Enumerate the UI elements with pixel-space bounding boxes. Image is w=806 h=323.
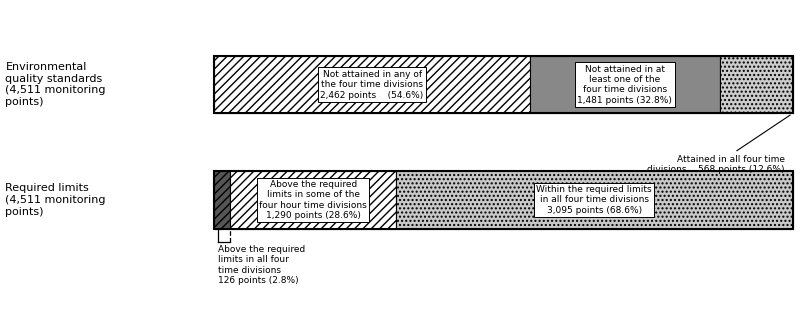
Bar — [231, 171, 396, 229]
Text: Above the required
limits in all four
time divisions
126 points (2.8%): Above the required limits in all four ti… — [218, 245, 305, 285]
Text: Above the required
limits in some of the
four hour time divisions
1,290 points (: Above the required limits in some of the… — [260, 180, 367, 220]
Bar — [720, 56, 792, 113]
Text: Not attained in any of
the four time divisions
2,462 points    (54.6%): Not attained in any of the four time div… — [321, 70, 424, 99]
Text: Within the required limits
in all four time divisions
3,095 points (68.6%): Within the required limits in all four t… — [536, 185, 652, 215]
Bar — [214, 56, 530, 113]
Text: Required limits
(4,511 monitoring
points): Required limits (4,511 monitoring points… — [6, 183, 106, 216]
Text: Attained in all four time
divisions    568 points (12.6%): Attained in all four time divisions 568 … — [647, 115, 790, 174]
Bar — [214, 171, 231, 229]
Bar — [214, 171, 792, 229]
Bar — [214, 56, 792, 113]
Bar — [396, 171, 792, 229]
Bar — [530, 56, 720, 113]
Text: Environmental
quality standards
(4,511 monitoring
points): Environmental quality standards (4,511 m… — [6, 62, 106, 107]
Text: Not attained in at
least one of the
four time divisions
1,481 points (32.8%): Not attained in at least one of the four… — [577, 65, 672, 105]
